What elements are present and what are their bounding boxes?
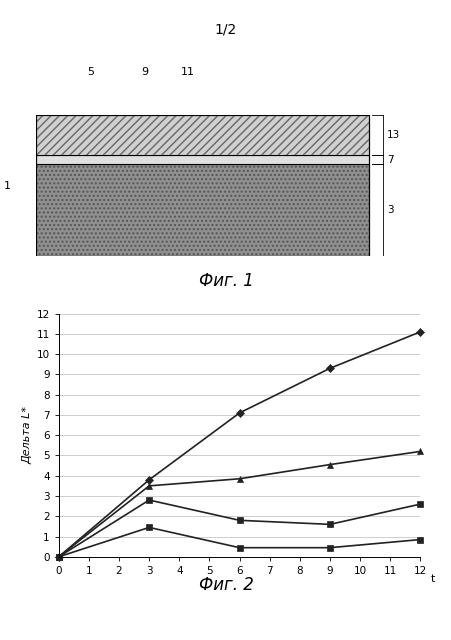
Text: 1/2: 1/2 <box>214 22 237 36</box>
Text: 9: 9 <box>141 67 148 77</box>
Text: 11: 11 <box>181 67 194 77</box>
Text: Фиг. 1: Фиг. 1 <box>198 272 253 290</box>
Bar <box>36 115 368 155</box>
Bar <box>36 164 368 256</box>
Text: 5: 5 <box>87 67 94 77</box>
Bar <box>36 164 368 256</box>
Y-axis label: Дельта L*: Дельта L* <box>22 406 32 464</box>
Text: Фиг. 2: Фиг. 2 <box>198 576 253 594</box>
Bar <box>36 155 368 164</box>
Text: 1: 1 <box>4 180 11 191</box>
Text: 3: 3 <box>386 205 393 215</box>
Text: t: t <box>430 574 435 584</box>
Bar <box>36 115 368 155</box>
Text: 13: 13 <box>386 130 399 140</box>
Text: 7: 7 <box>386 154 393 164</box>
